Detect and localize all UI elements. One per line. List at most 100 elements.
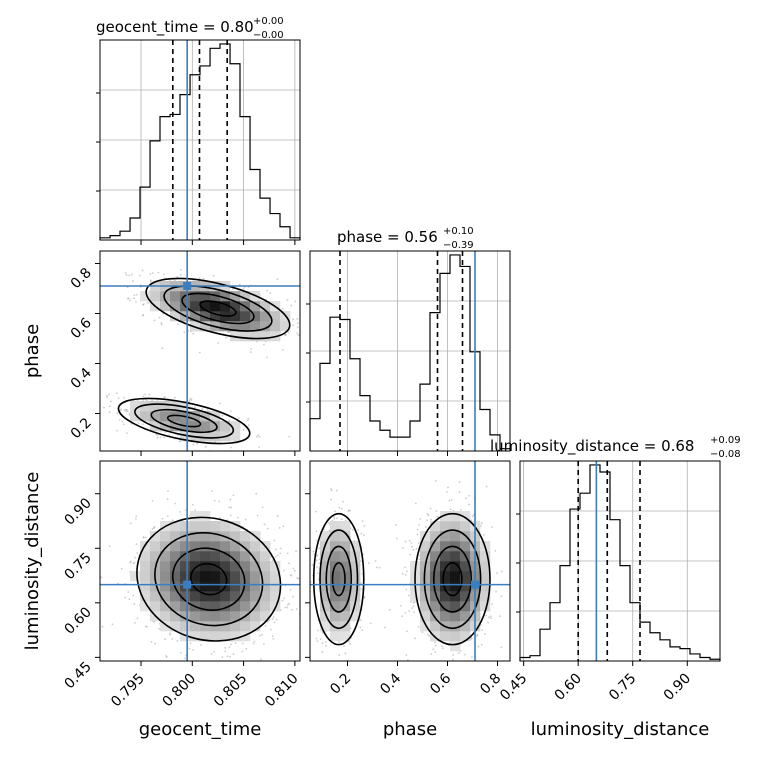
density-cell xyxy=(160,611,171,622)
contour-line xyxy=(166,414,202,428)
density-cell xyxy=(180,561,191,572)
density-cell xyxy=(330,601,341,612)
scatter-point xyxy=(261,633,263,636)
density-cell xyxy=(230,421,241,432)
density-cell xyxy=(170,301,181,312)
density-cell xyxy=(250,591,261,602)
scatter-point xyxy=(468,503,470,506)
scatter-point xyxy=(449,508,452,511)
density-cell xyxy=(170,591,181,602)
scatter-point xyxy=(151,272,154,274)
scatter-point xyxy=(500,646,503,649)
density-cell xyxy=(250,561,261,572)
density-cell xyxy=(200,581,211,592)
scatter-point xyxy=(141,269,144,272)
density-cell xyxy=(170,291,181,302)
scatter-point xyxy=(276,278,279,281)
density-cell xyxy=(430,551,441,562)
scatter-point xyxy=(283,597,286,600)
density-cell xyxy=(220,291,231,302)
density-cell xyxy=(220,631,231,642)
scatter-point xyxy=(311,564,314,566)
scatter-point xyxy=(317,629,319,632)
density-cell xyxy=(350,581,361,592)
scatter-point xyxy=(273,621,276,624)
contour-line xyxy=(163,285,273,332)
scatter-point xyxy=(271,559,274,562)
scatter-point xyxy=(411,607,414,609)
scatter-point xyxy=(470,656,473,659)
scatter-point xyxy=(338,654,341,656)
density-cell xyxy=(420,551,431,562)
scatter-point xyxy=(133,294,136,297)
density-cell xyxy=(130,571,141,582)
x-tick-label-luminosity-distance: 0.45 xyxy=(497,671,530,704)
scatter-point xyxy=(319,638,322,640)
scatter-point xyxy=(134,556,137,559)
scatter-point xyxy=(378,566,381,569)
density-cell xyxy=(270,571,281,582)
scatter-point xyxy=(325,334,327,336)
density-cell xyxy=(210,581,221,592)
scatter-point xyxy=(293,569,296,572)
scatter-point xyxy=(323,528,326,531)
density-cell xyxy=(440,551,451,562)
density-cell xyxy=(480,551,491,562)
truth-marker xyxy=(471,580,479,589)
density-cell xyxy=(320,611,331,622)
scatter-point xyxy=(226,655,229,658)
scatter-point xyxy=(218,402,221,405)
scatter-point xyxy=(258,435,261,438)
density-cell xyxy=(260,331,271,342)
scatter-point xyxy=(108,393,110,396)
scatter-point xyxy=(198,277,201,279)
density-cell xyxy=(340,551,351,562)
scatter-point xyxy=(120,567,123,570)
density-cell xyxy=(190,551,201,562)
scatter-point xyxy=(322,661,324,663)
scatter-point xyxy=(272,637,275,640)
scatter-point xyxy=(135,300,137,303)
density-cell xyxy=(330,571,341,582)
density-cell xyxy=(450,601,461,612)
density-cell xyxy=(440,611,451,622)
truth-marker xyxy=(183,282,192,290)
density-cell xyxy=(200,421,211,432)
density-cell xyxy=(180,541,191,552)
scatter-point xyxy=(154,642,157,645)
histogram-luminosity-distance xyxy=(519,464,721,661)
scatter-point xyxy=(156,436,159,439)
density-cell xyxy=(230,571,241,582)
scatter-point xyxy=(430,653,433,655)
density-cell xyxy=(430,571,441,582)
density-cell xyxy=(450,571,461,582)
scatter-point xyxy=(349,627,352,630)
density-cell xyxy=(450,591,461,602)
scatter-point xyxy=(288,435,291,438)
scatter-point xyxy=(362,534,365,536)
scatter-point xyxy=(412,605,415,607)
density-cell xyxy=(440,601,451,612)
density-cell xyxy=(190,571,201,582)
scatter-point xyxy=(333,517,336,520)
panel-phase-vs-luminosity-distance: 0.2 0.4 0.6 0.8 xyxy=(305,460,511,698)
scatter-point xyxy=(305,619,307,621)
scatter-point xyxy=(263,343,265,346)
density-cell xyxy=(210,541,221,552)
density-cell xyxy=(250,551,261,562)
density-cell xyxy=(320,571,331,582)
scatter-point xyxy=(238,283,241,286)
density-cell xyxy=(460,521,471,532)
scatter-point xyxy=(395,524,398,526)
density-cell xyxy=(480,581,491,592)
density-cell xyxy=(420,601,431,612)
density-cell xyxy=(340,591,351,602)
scatter-point xyxy=(176,639,179,642)
contour-line xyxy=(312,512,365,646)
scatter-point xyxy=(258,634,261,637)
scatter-point xyxy=(245,647,248,650)
density-cell xyxy=(440,561,451,572)
density-cell xyxy=(230,631,241,642)
scatter-point xyxy=(125,432,128,435)
scatter-point xyxy=(130,423,133,425)
